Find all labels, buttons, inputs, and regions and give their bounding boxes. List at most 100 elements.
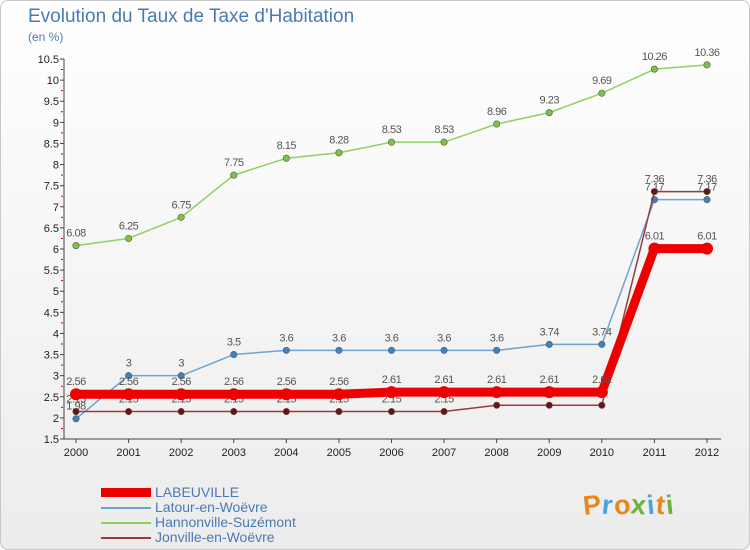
data-point (125, 408, 133, 416)
data-point (122, 388, 135, 401)
legend-label: LABEUVILLE (155, 484, 240, 500)
data-label: 7.36 (645, 174, 665, 186)
data-point (545, 401, 553, 409)
data-point (598, 340, 606, 348)
data-label: 10.26 (642, 51, 667, 63)
data-label: 7.75 (224, 157, 244, 169)
data-point (703, 196, 711, 204)
data-point (335, 346, 343, 354)
data-point (440, 138, 448, 146)
data-label: 6.75 (171, 199, 191, 211)
data-point (650, 65, 658, 73)
data-label: 8.53 (382, 124, 402, 136)
data-point (282, 408, 290, 416)
data-point (598, 89, 606, 97)
data-point (332, 388, 345, 401)
data-point (545, 340, 553, 348)
data-label: 8.53 (434, 124, 454, 136)
x-tick-label: 2006 (379, 447, 403, 459)
data-label: 9.69 (592, 75, 612, 87)
y-tick-label: 8.5 (44, 138, 59, 150)
data-point (125, 372, 133, 380)
y-tick-label: 4.5 (44, 307, 59, 319)
data-label: 3.74 (592, 326, 612, 338)
data-label: 3 (126, 358, 132, 370)
data-label: 3.74 (540, 326, 560, 338)
x-tick-label: 2008 (484, 447, 508, 459)
y-tick-label: 2 (53, 413, 59, 425)
data-point (72, 242, 80, 250)
data-point (438, 386, 451, 399)
data-point (72, 415, 80, 423)
data-label: 2.61 (540, 374, 560, 386)
data-point (385, 386, 398, 399)
y-tick-label: 7 (53, 202, 59, 214)
data-point (493, 401, 501, 409)
y-tick-label: 3 (53, 371, 59, 383)
data-label: 3.6 (437, 332, 451, 344)
x-tick-label: 2010 (590, 447, 614, 459)
data-point (440, 346, 448, 354)
data-point (335, 408, 343, 416)
y-tick-label: 8 (53, 160, 59, 172)
legend-swatch (101, 521, 151, 524)
legend-label: Jonville-en-Woëvre (155, 529, 275, 545)
y-tick-label: 2.5 (44, 392, 59, 404)
data-label: 2.56 (66, 376, 86, 388)
data-point (493, 346, 501, 354)
data-label: 2.61 (592, 374, 612, 386)
data-point (703, 188, 711, 196)
x-tick-label: 2004 (274, 447, 298, 459)
data-label: 2.56 (277, 376, 297, 388)
x-tick-label: 2005 (327, 447, 351, 459)
data-point (648, 242, 661, 255)
data-label: 6.01 (645, 231, 665, 243)
data-point (72, 408, 80, 416)
data-point (125, 234, 133, 242)
logo-letter: i (663, 489, 676, 521)
chart-title: Evolution du Taux de Taxe d'Habitation (28, 6, 355, 27)
data-point (598, 401, 606, 409)
y-tick-label: 5 (53, 286, 59, 298)
data-label: 3.6 (385, 332, 399, 344)
data-point (70, 388, 82, 401)
x-tick-label: 2001 (116, 447, 140, 459)
x-tick-label: 2003 (222, 447, 246, 459)
y-tick-label: 1.5 (44, 434, 59, 446)
data-label: 6.25 (119, 220, 139, 232)
x-tick-label: 2011 (643, 447, 667, 459)
proxiti-logo: Proxiti (581, 489, 676, 521)
y-tick-label: 9.5 (44, 96, 59, 108)
data-label: 8.28 (329, 135, 349, 147)
data-point (282, 346, 290, 354)
data-label: 2.56 (171, 376, 191, 388)
data-point (703, 61, 711, 69)
data-label: 3.5 (227, 337, 241, 349)
data-point (175, 388, 188, 401)
data-label: 10.36 (694, 47, 719, 59)
data-point (230, 171, 238, 179)
y-tick-label: 4 (53, 328, 59, 340)
y-tick-label: 6.5 (44, 223, 59, 235)
data-label: 3.6 (490, 332, 504, 344)
data-label: 2.56 (329, 376, 349, 388)
x-tick-label: 2000 (64, 447, 88, 459)
x-tick-label: 2012 (695, 447, 719, 459)
data-point (387, 408, 395, 416)
y-tick-label: 10 (47, 75, 59, 87)
data-point (387, 346, 395, 354)
data-point (387, 138, 395, 146)
data-point (282, 154, 290, 162)
data-point (545, 109, 553, 117)
data-label: 2.56 (224, 376, 244, 388)
data-point (335, 149, 343, 157)
data-label: 2.56 (119, 376, 139, 388)
data-label: 6.01 (697, 231, 717, 243)
data-label: 6.08 (66, 228, 86, 240)
data-label: 1.98 (66, 401, 86, 413)
data-label: 2.61 (487, 374, 507, 386)
data-point (177, 213, 185, 221)
x-tick-label: 2007 (432, 447, 456, 459)
